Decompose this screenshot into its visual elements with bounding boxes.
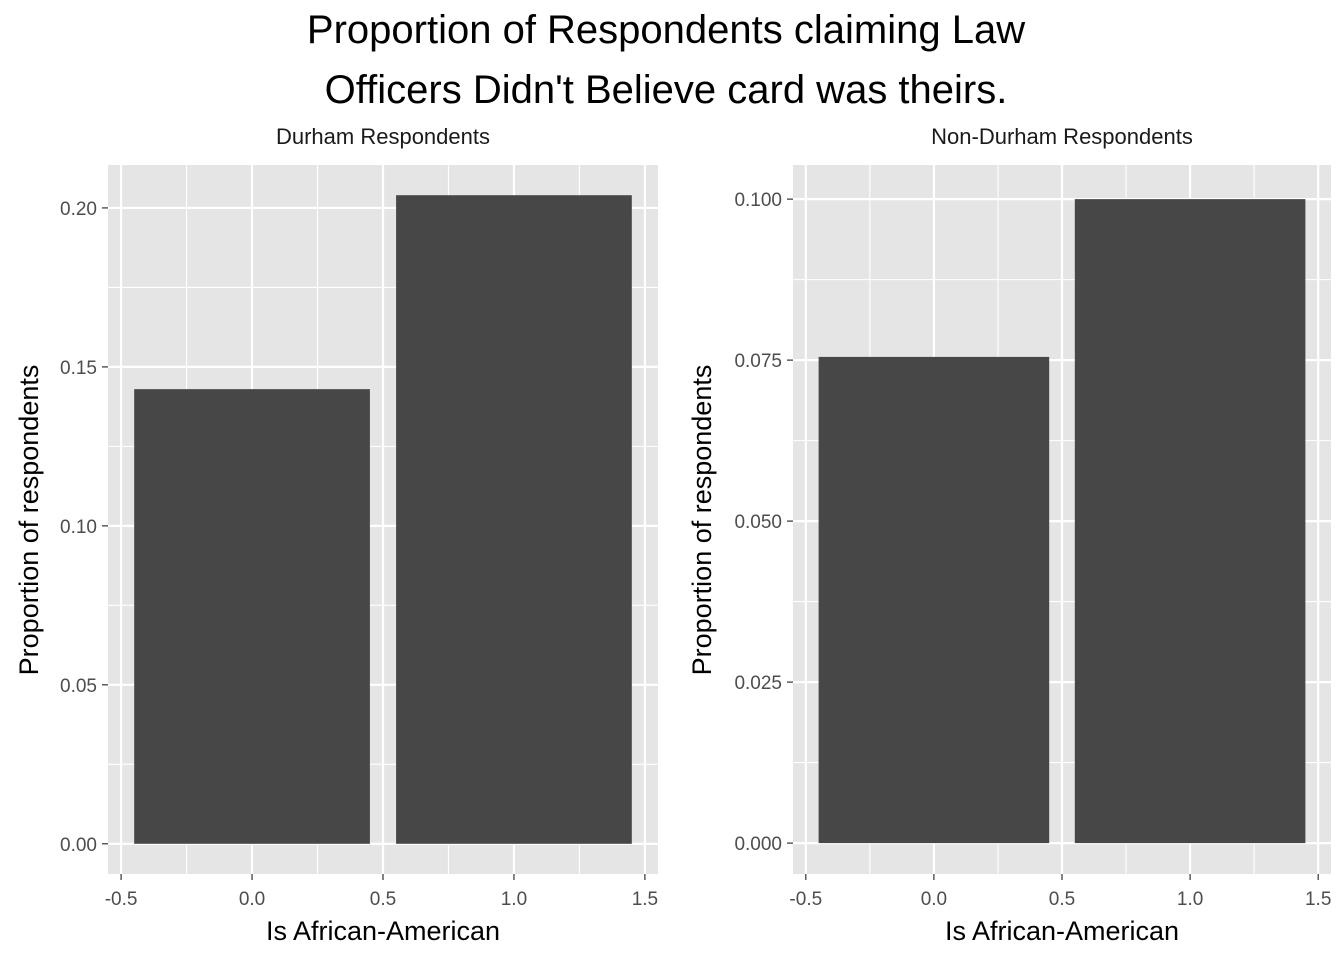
figure-title: Proportion of Respondents claiming Law O… (0, 0, 1332, 120)
x-tick-label: 1.0 (1177, 889, 1203, 910)
y-axis-title: Proportion of respondents (687, 365, 717, 676)
y-tick-label: 0.00 (60, 835, 97, 856)
y-tick-label: 0.05 (60, 676, 97, 697)
title-line-1: Proportion of Respondents claiming Law (306, 8, 1026, 52)
bar-0 (818, 356, 1050, 844)
x-tick-label: 1.5 (1305, 889, 1331, 910)
x-tick-label: -0.5 (105, 889, 138, 910)
facet-label: Non-Durham Respondents (931, 124, 1193, 149)
x-tick-label: 0.5 (370, 889, 396, 910)
y-tick-label: 0.075 (734, 351, 782, 372)
x-tick-label: -0.5 (789, 889, 822, 910)
x-axis-title: Is African-American (266, 916, 500, 946)
y-tick-label: 0.20 (60, 199, 97, 220)
x-tick-label: 0.0 (239, 889, 265, 910)
bar-1 (396, 195, 632, 844)
y-tick-label: 0.15 (60, 358, 97, 379)
x-tick-label: 1.5 (632, 889, 658, 910)
facet-label: Durham Respondents (276, 124, 490, 149)
bar-1 (1074, 199, 1306, 844)
y-tick-label: 0.10 (60, 517, 97, 538)
x-tick-label: 0.0 (921, 889, 947, 910)
x-axis-title: Is African-American (945, 916, 1179, 946)
y-tick-label: 0.025 (734, 673, 782, 694)
facet-panel-2: Non-Durham Respondents 0.000 0.025 0.050 0.0… (687, 124, 1331, 946)
x-tick-label: 0.5 (1049, 889, 1075, 910)
title-line-2: Officers Didn't Believe card was theirs. (324, 68, 1008, 112)
y-tick-label: 0.050 (734, 512, 782, 533)
y-axis-title: Proportion of respondents (14, 365, 44, 676)
y-tick-label: 0.100 (734, 190, 782, 211)
x-tick-label: 1.0 (501, 889, 527, 910)
facet-panel-1: Durham Respondents 0.00 0.05 0.10 0.15 0.20 -0… (14, 124, 658, 946)
bar-0 (134, 389, 370, 844)
y-tick-label: 0.000 (734, 834, 782, 855)
